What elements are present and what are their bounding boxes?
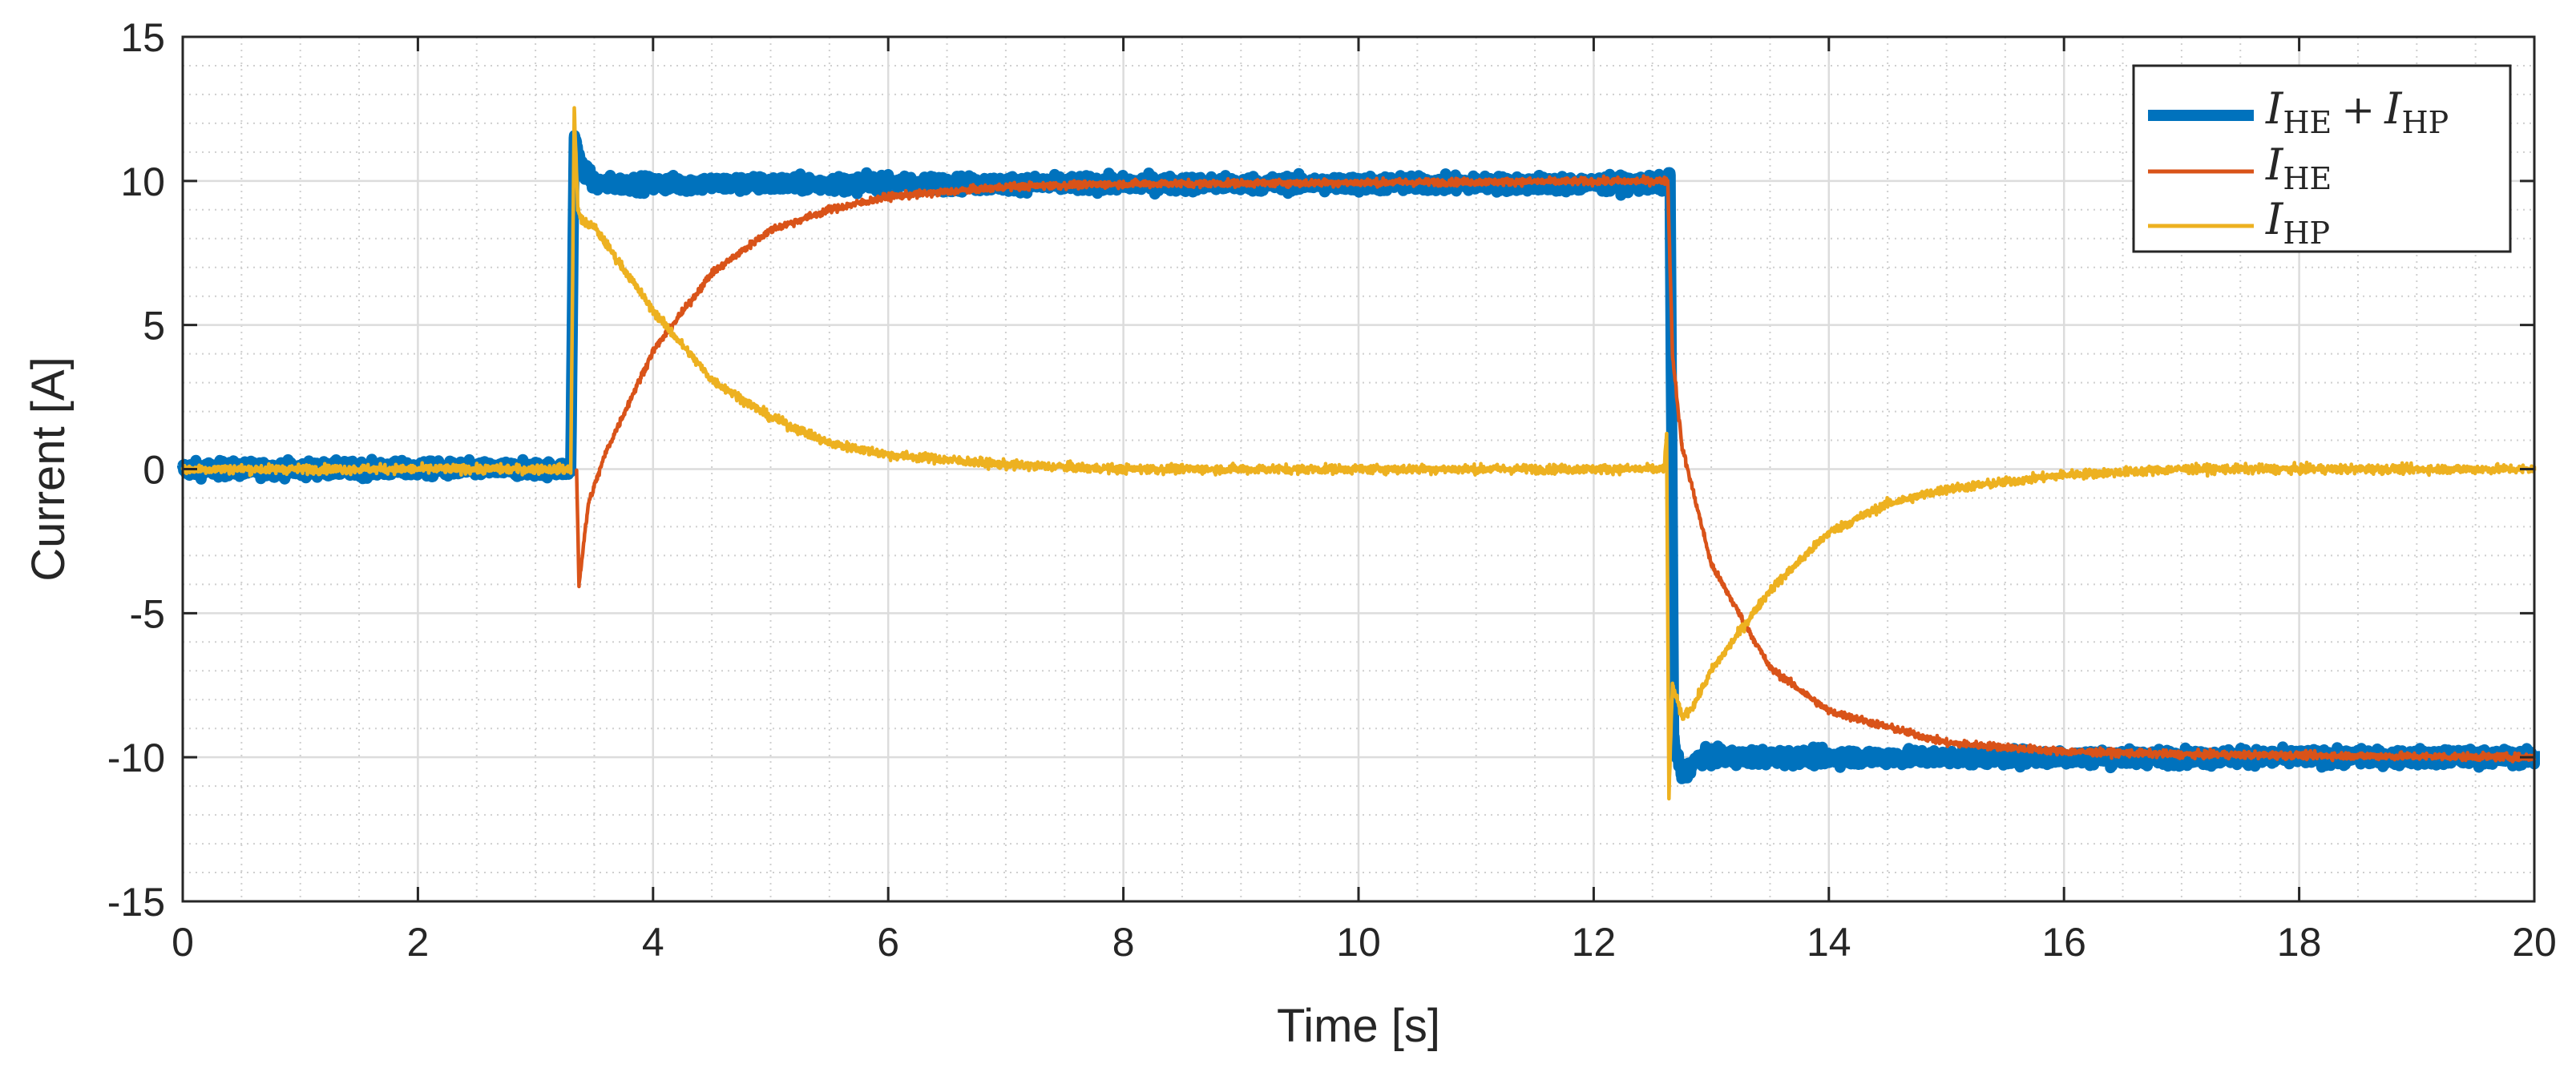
legend-sum-sub1: HE xyxy=(2283,105,2332,140)
x-tick-label: 10 xyxy=(1336,920,1381,965)
series-line-2 xyxy=(180,106,2537,801)
legend-ihe-sub: HE xyxy=(2283,161,2332,196)
y-tick-label: 5 xyxy=(143,304,165,349)
y-tick-label: -5 xyxy=(130,591,165,636)
ticks-layer xyxy=(181,35,2536,903)
x-tick-label: 8 xyxy=(1112,920,1135,965)
x-tick-label: 14 xyxy=(1807,920,1851,965)
y-tick-label: 10 xyxy=(120,159,165,204)
x-tick-label: 12 xyxy=(1572,920,1617,965)
legend-entry-sum: IHE + IHP xyxy=(2265,83,2449,140)
legend-sum-main2: I xyxy=(2384,83,2403,134)
series-line-1 xyxy=(575,174,2537,764)
legend-ihp-main: I xyxy=(2265,194,2284,244)
legend-sum-op: + xyxy=(2341,87,2375,133)
x-axis-label: Time [s] xyxy=(1277,1000,1440,1052)
x-tick-label: 4 xyxy=(642,920,664,965)
series-layer xyxy=(177,106,2540,801)
y-axis-label: Current [A] xyxy=(22,357,75,581)
y-tick-label: 0 xyxy=(143,448,165,493)
legend-box xyxy=(2132,64,2512,253)
legend-ihe-main: I xyxy=(2265,139,2284,190)
x-tick-label: 16 xyxy=(2041,920,2086,965)
legend-entry-ihp: IHP xyxy=(2265,194,2330,251)
y-tick-label: -15 xyxy=(107,880,165,925)
legend-entry-ihe: IHE xyxy=(2265,139,2332,196)
x-tick-label: 20 xyxy=(2512,920,2557,965)
y-tick-label: 15 xyxy=(120,15,165,60)
y-tick-label: -10 xyxy=(107,736,165,780)
x-tick-label: 0 xyxy=(172,920,194,965)
legend-ihp-sub: HP xyxy=(2283,216,2330,251)
tick-labels: 0 2 4 6 8 10 12 14 16 18 20 15 10 5 0 -5 -10 -15 xyxy=(107,15,2557,965)
x-tick-label: 2 xyxy=(406,920,429,965)
legend: IHE + IHP IHE IHP xyxy=(2132,64,2512,253)
x-tick-label: 6 xyxy=(877,920,899,965)
legend-sum-sub2: HP xyxy=(2401,105,2449,140)
x-tick-label: 18 xyxy=(2277,920,2322,965)
legend-sum-main: I xyxy=(2265,83,2284,134)
